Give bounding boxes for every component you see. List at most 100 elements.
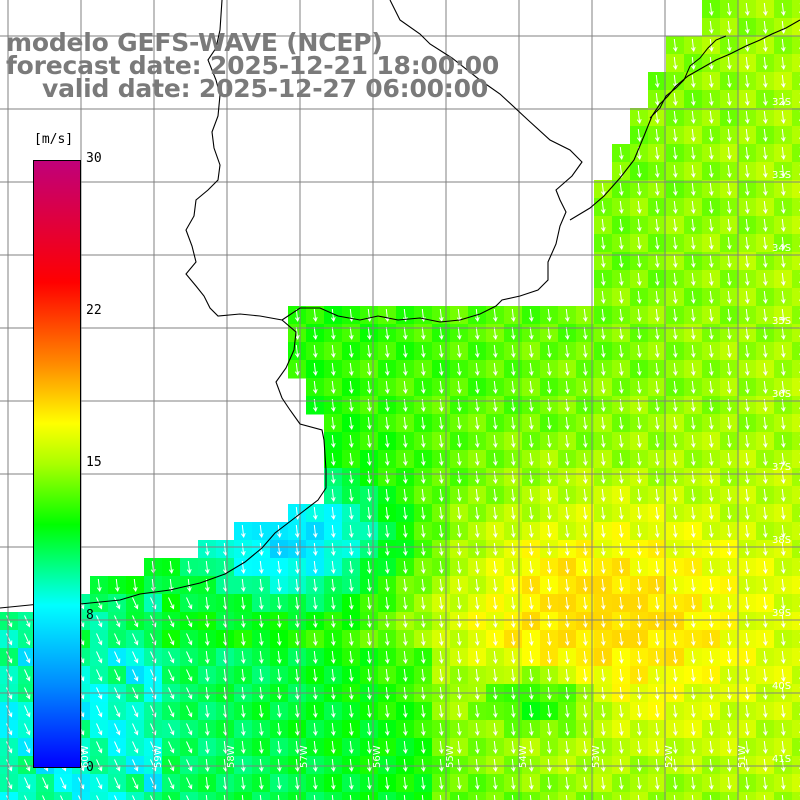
wind-arrow — [744, 632, 750, 647]
wind-arrow — [618, 776, 624, 791]
wind-arrow — [186, 633, 193, 646]
wind-arrow — [330, 344, 336, 359]
wind-arrow — [366, 308, 372, 323]
lat-label: 40S — [772, 681, 792, 692]
wind-arrow — [312, 560, 318, 575]
wind-arrow — [636, 632, 642, 647]
wind-arrow — [348, 542, 354, 557]
wind-arrow — [546, 560, 552, 575]
wind-arrow — [438, 650, 444, 665]
wind-arrow — [384, 434, 390, 449]
wind-arrow — [168, 723, 175, 736]
wind-arrow — [294, 776, 300, 791]
wind-arrow — [294, 758, 300, 773]
wind-arrow — [402, 524, 408, 539]
wind-arrow — [744, 272, 750, 287]
wind-arrow — [582, 560, 588, 575]
wind-arrow — [492, 632, 498, 647]
wind-arrow — [420, 758, 426, 773]
wind-arrow — [618, 362, 624, 377]
wind-arrow — [348, 578, 354, 593]
wind-arrow — [780, 614, 786, 629]
wind-arrow — [24, 615, 31, 628]
wind-arrow — [402, 776, 408, 791]
wind-arrow — [150, 723, 157, 736]
wind-arrow — [690, 110, 696, 125]
wind-arrow — [6, 795, 10, 800]
wind-arrow — [762, 254, 768, 269]
wind-arrow — [510, 740, 516, 755]
wind-arrow — [438, 380, 444, 395]
wind-arrow — [6, 651, 13, 664]
wind-arrow — [546, 524, 552, 539]
wind-arrow — [366, 488, 372, 503]
wind-arrow — [456, 596, 462, 611]
wind-arrow — [726, 344, 732, 359]
wind-arrow — [492, 668, 498, 683]
wind-arrow — [420, 506, 426, 521]
wind-arrow — [744, 524, 750, 539]
wind-arrow — [330, 704, 336, 719]
wind-arrow — [780, 740, 786, 755]
wind-arrow — [672, 362, 678, 377]
wind-cell — [126, 792, 145, 800]
wind-arrow — [492, 326, 498, 341]
wind-arrow — [780, 632, 786, 647]
wind-arrow — [6, 777, 13, 790]
wind-arrow — [582, 632, 588, 647]
wind-arrow — [24, 777, 31, 790]
wind-arrow — [690, 38, 696, 53]
wind-arrow — [150, 651, 157, 664]
wind-arrow — [708, 92, 714, 107]
wind-cell — [450, 792, 469, 800]
wind-arrow — [726, 362, 732, 377]
wind-arrow — [672, 542, 678, 557]
wind-arrow — [619, 794, 622, 800]
wind-arrow — [565, 794, 568, 800]
wind-arrow — [654, 542, 660, 557]
wind-arrow — [600, 560, 606, 575]
wind-cell — [792, 486, 800, 505]
wind-arrow — [204, 560, 210, 575]
wind-arrow — [690, 182, 696, 197]
wind-arrow — [564, 488, 570, 503]
wind-arrow — [168, 615, 175, 628]
wind-arrow — [384, 740, 390, 755]
wind-arrow — [618, 506, 624, 521]
wind-arrow — [492, 650, 498, 665]
wind-arrow — [438, 740, 444, 755]
wind-arrow — [474, 578, 480, 593]
wind-arrow — [366, 542, 372, 557]
wind-arrow — [708, 488, 714, 503]
wind-cell — [792, 774, 800, 793]
wind-arrow — [96, 615, 103, 628]
wind-arrow — [276, 758, 282, 773]
wind-arrow — [654, 290, 660, 305]
wind-arrow — [366, 560, 372, 575]
wind-arrow — [618, 650, 624, 665]
wind-arrow — [744, 218, 750, 233]
wind-arrow — [618, 596, 624, 611]
wind-arrow — [402, 614, 408, 629]
wind-arrow — [294, 542, 300, 557]
wind-cell — [324, 792, 343, 800]
wind-arrow — [690, 146, 696, 161]
wind-arrow — [312, 578, 318, 593]
wind-cell — [792, 162, 800, 181]
wind-arrow — [618, 308, 624, 323]
wind-arrow — [762, 740, 768, 755]
wind-arrow — [24, 759, 31, 772]
wind-arrow — [654, 164, 660, 179]
wind-arrow — [528, 614, 534, 629]
wind-arrow — [582, 326, 588, 341]
wind-arrow — [600, 758, 606, 773]
wind-cell — [144, 792, 163, 800]
wind-arrow — [492, 380, 498, 395]
wind-arrow — [330, 506, 336, 521]
wind-arrow — [762, 596, 768, 611]
wind-arrow — [312, 308, 318, 323]
wind-cell — [792, 18, 800, 37]
wind-arrow — [510, 614, 516, 629]
wind-arrow — [618, 488, 624, 503]
wind-arrow — [726, 650, 732, 665]
